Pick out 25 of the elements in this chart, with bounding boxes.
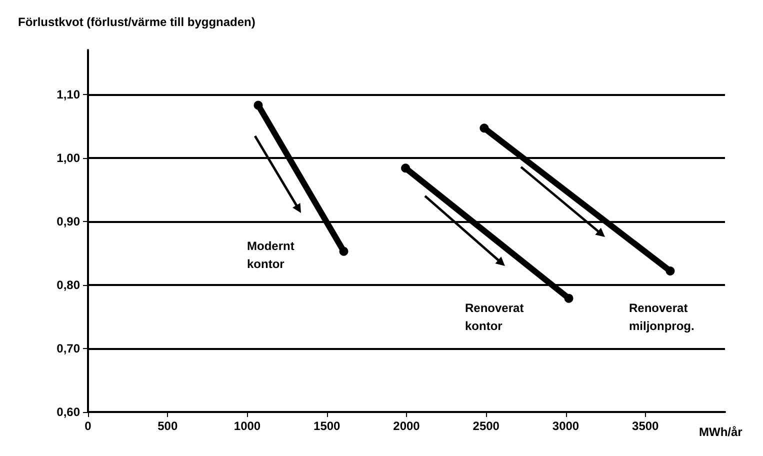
point — [564, 294, 574, 303]
x-tick-label: 500 — [158, 419, 178, 433]
y-tick-label: 0,60 — [56, 405, 80, 419]
x-tick-label: 3000 — [552, 419, 580, 433]
y-tick-label: 1,00 — [56, 150, 80, 165]
x-tick-label: 1000 — [234, 419, 261, 433]
point — [401, 164, 410, 173]
point — [666, 266, 675, 276]
annotation: Renoverat miljonprog. — [629, 301, 694, 333]
y-tick-label: 0,90 — [56, 214, 80, 228]
y-tick-label: 1,10 — [56, 87, 80, 102]
x-tick-label: 2000 — [393, 419, 420, 433]
y-tick-label: 0,80 — [56, 278, 80, 292]
x-tick-label: 3500 — [632, 419, 660, 433]
x-tick-label: 1500 — [314, 419, 341, 433]
annotation: Modernt kontor — [247, 239, 294, 271]
y-tick-label: 0,70 — [56, 341, 80, 356]
x-tick-label: 2500 — [472, 419, 500, 433]
annotation: Renoverat kontor — [465, 301, 524, 333]
point — [480, 124, 489, 133]
point — [339, 246, 348, 256]
x-tick-label: 0 — [84, 419, 92, 433]
x-axis-title: MWh/år — [699, 425, 743, 439]
y-axis-title: Förlustkvot (förlust/värme till byggnaden) — [18, 15, 256, 29]
point — [254, 100, 263, 110]
